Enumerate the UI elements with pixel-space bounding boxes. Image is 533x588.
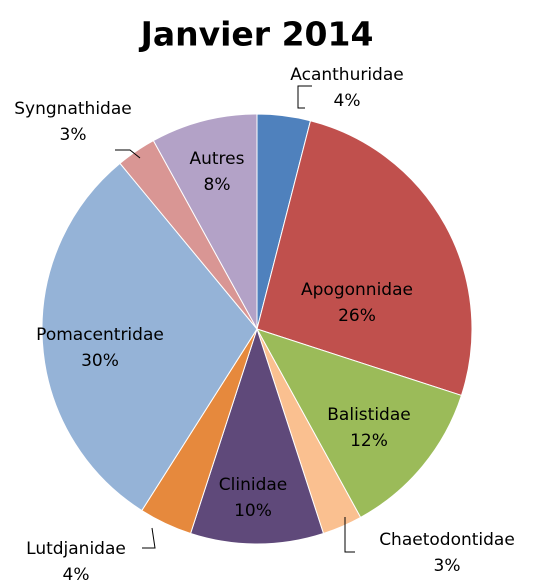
leader-line bbox=[344, 517, 355, 553]
leader-line bbox=[297, 85, 312, 109]
slice-value-label: 10% bbox=[234, 501, 272, 521]
slice-value-label: 8% bbox=[204, 175, 231, 195]
slice-label: Lutdjanidae bbox=[26, 539, 126, 559]
slice-label: Balistidae bbox=[327, 405, 410, 425]
slice-label: Chaetodontidae bbox=[379, 530, 515, 550]
chart-title: Janvier 2014 bbox=[139, 15, 374, 54]
pie-slice bbox=[41, 162, 258, 512]
leader-line bbox=[142, 527, 156, 549]
pie-slice bbox=[152, 113, 258, 330]
slice-value-label: 4% bbox=[63, 565, 90, 585]
leader-line bbox=[115, 149, 141, 159]
slice-value-label: 26% bbox=[338, 306, 376, 326]
slice-label: Acanthuridae bbox=[290, 65, 403, 85]
slice-value-label: 3% bbox=[434, 556, 461, 576]
slice-value-label: 12% bbox=[350, 431, 388, 451]
slice-value-label: 3% bbox=[60, 125, 87, 145]
slice-value-label: 30% bbox=[81, 351, 119, 371]
pie-slice bbox=[256, 120, 473, 397]
slice-label: Pomacentridae bbox=[36, 325, 164, 345]
slice-label: Syngnathidae bbox=[14, 99, 131, 119]
slice-label: Apogonnidae bbox=[301, 280, 413, 300]
pie-slice bbox=[255, 328, 463, 519]
slice-value-label: 4% bbox=[334, 91, 361, 111]
pie-slice bbox=[189, 327, 325, 545]
slice-label: Clinidae bbox=[219, 475, 287, 495]
slice-label: Autres bbox=[189, 149, 244, 169]
